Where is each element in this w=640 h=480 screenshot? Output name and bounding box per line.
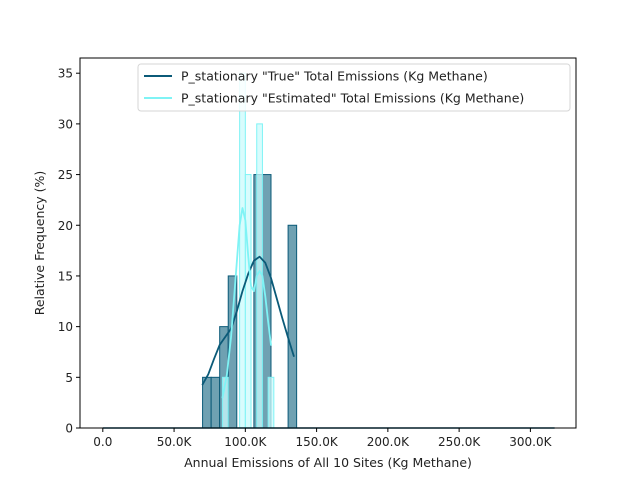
x-tick-label-0: 0.0 <box>93 435 112 449</box>
y-tick-label-4: 20 <box>58 219 73 233</box>
y-tick-label-6: 30 <box>58 117 73 131</box>
y-tick-label-5: 25 <box>58 168 73 182</box>
legend-label-true: P_stationary "True" Total Emissions (Kg … <box>181 69 488 84</box>
histogram-bar-estimated-3 <box>239 72 246 429</box>
x-tick-label-6: 300.0K <box>509 435 552 449</box>
histogram-bar-true-0 <box>202 376 212 429</box>
y-axis-ticks: 0 5 10 15 20 25 30 35 <box>58 67 80 436</box>
y-tick-label-3: 15 <box>58 269 73 283</box>
y-tick-label-1: 5 <box>65 371 73 385</box>
x-tick-label-3: 150.0K <box>295 435 338 449</box>
histogram-bar-true-10 <box>287 224 298 429</box>
y-tick-label-0: 0 <box>65 422 73 436</box>
histogram-bar-estimated-8 <box>267 376 275 429</box>
y-tick-label-2: 10 <box>58 320 73 334</box>
legend-label-estimated: P_stationary "Estimated" Total Emissions… <box>181 91 524 106</box>
y-tick-label-7: 35 <box>58 67 73 81</box>
legend-box <box>137 63 571 112</box>
x-axis-label: Annual Emissions of All 10 Sites (Kg Met… <box>184 455 472 470</box>
histogram-bar-estimated-4 <box>244 174 252 429</box>
kde-line-estimated <box>221 207 272 399</box>
x-tick-label-2: 100.0K <box>224 435 267 449</box>
histogram-bars <box>202 72 298 429</box>
kde-line-true <box>201 255 295 386</box>
x-tick-label-5: 250.0K <box>438 435 481 449</box>
x-tick-label-4: 200.0K <box>367 435 410 449</box>
plot-frame <box>79 57 577 429</box>
y-axis-label: Relative Frequency (%) <box>32 171 47 316</box>
legend: P_stationary "True" Total Emissions (Kg … <box>137 63 571 112</box>
kde-curves <box>201 207 295 399</box>
histogram-bar-true-1 <box>210 376 221 429</box>
x-tick-label-1: 50.0K <box>157 435 193 449</box>
x-axis-ticks: 0.0 50.0K 100.0K 150.0K 200.0K 250.0K 300.0K <box>93 428 553 449</box>
